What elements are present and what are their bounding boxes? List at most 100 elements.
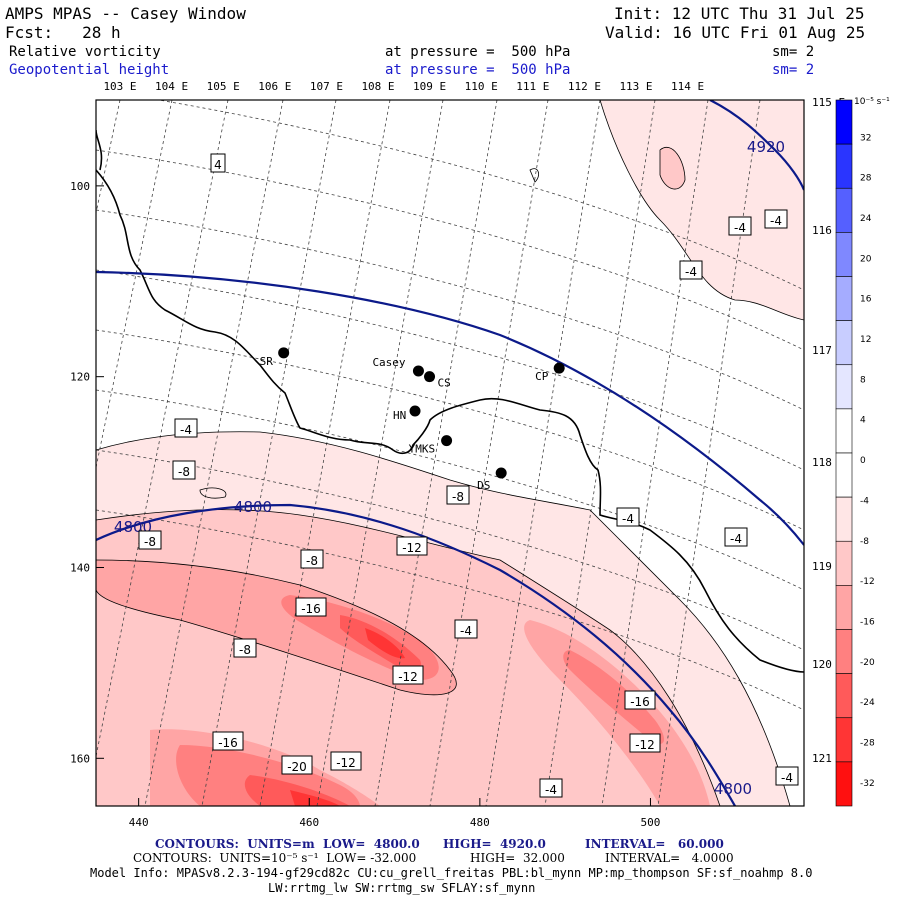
colorbar-level-label: -16 <box>860 617 875 627</box>
colorbar-level-label: 28 <box>860 174 872 184</box>
model-info-physics: LW:rrtmg_lw SW:rrtmg_sw SFLAY:sf_mynn <box>268 881 536 895</box>
colorbar-unit: 10⁻⁵ s⁻¹ <box>854 97 890 107</box>
top-longitude-label: 113 E <box>619 80 652 93</box>
vorticity-contour-label: -12 <box>402 541 422 555</box>
colorbar-segment <box>835 232 853 277</box>
vorticity-contour-label: -4 <box>730 532 742 546</box>
colorbar-segment <box>835 364 853 410</box>
vorticity-shading <box>96 100 804 806</box>
vorticity-contour-label: -20 <box>287 760 307 774</box>
vorticity-contour-label: -4 <box>460 624 472 638</box>
colorbar-segment <box>835 540 853 586</box>
vorticity-contours <box>96 100 804 806</box>
vorticity-contour-high: HIGH= 32.000 <box>470 851 565 865</box>
vorticity-contour-label: -4 <box>545 783 557 797</box>
top-longitude-label: 109 E <box>413 80 446 93</box>
field1-level: at pressure = 500 hPa <box>385 44 571 60</box>
colorbar-level-label: 4 <box>860 416 866 426</box>
vorticity-contour-label: -4 <box>685 265 697 279</box>
height-contour-interval: INTERVAL= 60.000 <box>585 837 724 851</box>
y-tick-label: 160 <box>70 752 90 765</box>
colorbar-segment <box>835 629 853 674</box>
height-contour-info: CONTOURS: UNITS=m LOW= 4800.0 <box>155 838 420 850</box>
vorticity-contour-label: -16 <box>630 695 650 709</box>
field2-smoothing: sm= 2 <box>772 62 815 78</box>
y-tick-label: 140 <box>70 561 90 574</box>
field1-name: Relative vorticity <box>9 44 161 60</box>
station-label: YMKS <box>409 443 436 456</box>
top-longitude-label: 114 E <box>671 80 704 93</box>
colorbar-level-label: 8 <box>860 375 866 385</box>
graticule <box>96 100 804 806</box>
field2-name: Geopotential height <box>9 62 170 78</box>
top-longitude-label: 110 E <box>465 80 498 93</box>
top-longitude-label: 111 E <box>516 80 549 93</box>
station-label: HN <box>393 409 406 422</box>
colorbar-segment <box>835 496 853 542</box>
vorticity-contour-label: -8 <box>306 554 318 568</box>
station-dot <box>409 405 421 417</box>
station-dot <box>278 347 290 359</box>
top-longitude-label: 107 E <box>310 80 343 93</box>
colorbar-segment <box>835 452 853 498</box>
station-dot <box>553 362 565 374</box>
colorbar-segment <box>835 585 853 630</box>
colorbar-level-label: -28 <box>860 738 875 748</box>
vorticity-contour-label: -4 <box>180 423 192 437</box>
station-dot <box>412 365 424 377</box>
shade-band-20 <box>244 615 421 806</box>
top-longitude-label: 108 E <box>361 80 394 93</box>
station-label: CS <box>438 377 451 390</box>
station-label: Casey <box>372 356 405 369</box>
vorticity-contour-label: -8 <box>452 490 464 504</box>
vorticity-contour-label: -4 <box>622 512 634 526</box>
top-longitude-label: 106 E <box>258 80 291 93</box>
station-label: CP <box>535 370 549 383</box>
vorticity-contour-label: -8 <box>239 643 251 657</box>
vorticity-contour-label: -8 <box>178 465 190 479</box>
station-label: SR <box>260 355 274 368</box>
height-contours <box>96 100 804 806</box>
y-tick-label: 100 <box>70 180 90 193</box>
vorticity-contour-label: -16 <box>218 736 238 750</box>
colorbar: 32 28 24 20 16 12 8 4 0 -4 -8 -12 -16 -20 -24 -28 -32 10⁻… <box>835 97 890 807</box>
vorticity-contour-label: -8 <box>144 535 156 549</box>
station-dot <box>441 435 453 447</box>
colorbar-level-label: -8 <box>860 537 869 547</box>
colorbar-segment <box>835 673 853 719</box>
x-tick-label: 440 <box>129 816 149 829</box>
field1-smoothing: sm= 2 <box>772 44 815 60</box>
colorbar-segment <box>835 408 853 454</box>
field2-level: at pressure = 500 hPa <box>385 62 571 78</box>
forecast-hour: Fcst: 28 h <box>5 23 121 42</box>
colorbar-segment <box>835 99 853 145</box>
height-contour-low: CONTOURS: UNITS=m LOW= 4800.0 <box>155 837 420 851</box>
colorbar-level-label: -24 <box>860 698 875 708</box>
vorticity-contour-label: -16 <box>301 602 321 616</box>
init-time: Init: 12 UTC Thu 31 Jul 25 <box>614 4 865 23</box>
vorticity-contour-label: -12 <box>398 670 418 684</box>
vorticity-contour-low: CONTOURS: UNITS=10⁻⁵ s⁻¹ LOW= -32.000 <box>133 851 417 865</box>
shade-band-16 <box>176 595 665 806</box>
top-longitude-label: 104 E <box>155 80 188 93</box>
colorbar-segment <box>835 187 853 233</box>
colorbar-level-label: 0 <box>860 456 866 466</box>
station-markers: SR Casey CS CP HN YMKS DS <box>260 347 565 492</box>
vorticity-contour-label: -12 <box>635 738 655 752</box>
valid-time: Valid: 16 UTC Fri 01 Aug 25 <box>605 23 866 42</box>
colorbar-level-label: -20 <box>860 658 875 668</box>
model-info: Model Info: MPASv8.2.3-194-gf29cd82c CU:… <box>90 866 813 880</box>
app-title: AMPS MPAS -- Casey Window <box>5 4 246 23</box>
shade-band-24 <box>290 628 405 806</box>
colorbar-level-label: 20 <box>860 254 872 264</box>
top-longitude-label: 112 E <box>568 80 601 93</box>
colorbar-level-label: -4 <box>860 496 869 506</box>
height-contour-label: 4800 <box>234 498 272 516</box>
vorticity-contour-label: -4 <box>781 771 793 785</box>
colorbar-segment <box>835 320 853 366</box>
shade-ne-mod <box>660 147 685 190</box>
colorbar-segment <box>835 143 853 189</box>
station-dot <box>495 467 507 479</box>
colorbar-segment <box>835 276 853 321</box>
